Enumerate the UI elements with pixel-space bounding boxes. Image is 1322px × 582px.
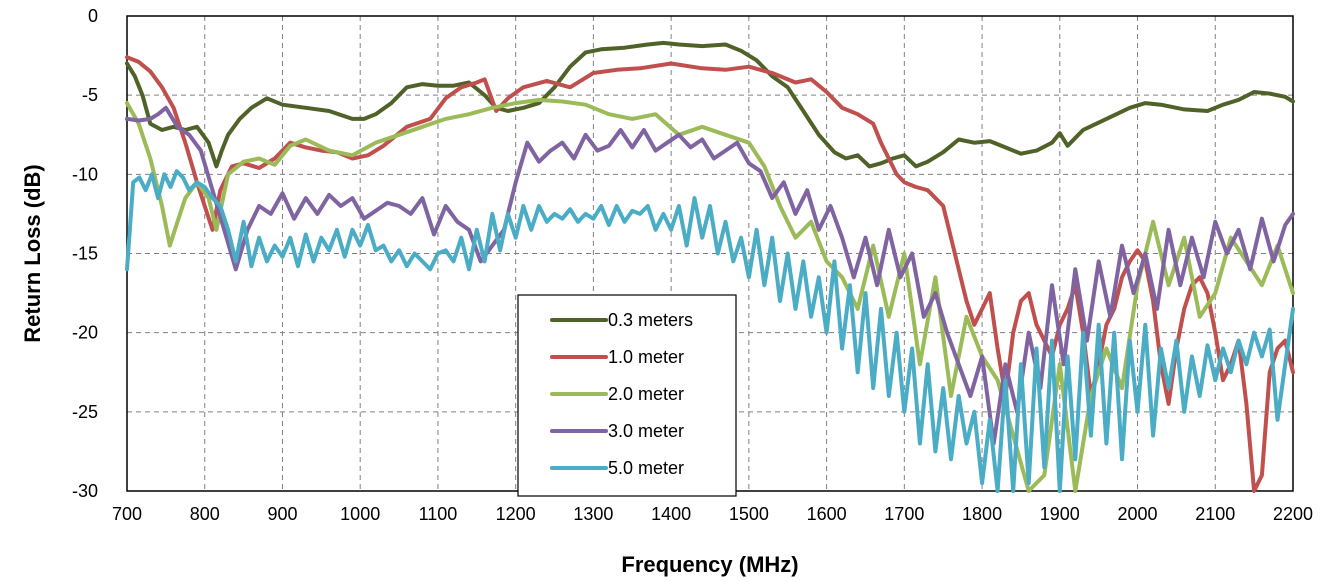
- x-tick-label: 1500: [729, 504, 769, 524]
- y-tick-label: 0: [88, 6, 98, 26]
- x-tick-label: 1000: [340, 504, 380, 524]
- legend-label: 5.0 meter: [608, 458, 684, 478]
- x-tick-label: 1400: [651, 504, 691, 524]
- y-tick-label: -20: [72, 323, 98, 343]
- x-tick-label: 800: [190, 504, 220, 524]
- series-lines: [125, 40, 1295, 493]
- x-tick-label: 900: [267, 504, 297, 524]
- x-axis-title: Frequency (MHz): [621, 552, 798, 577]
- x-tick-label: 2000: [1118, 504, 1158, 524]
- legend-label: 0.3 meters: [608, 310, 693, 330]
- x-tick-label: 2100: [1195, 504, 1235, 524]
- y-tick-label: -5: [82, 85, 98, 105]
- legend-label: 1.0 meter: [608, 347, 684, 367]
- x-tick-label: 700: [112, 504, 142, 524]
- x-tick-label: 1200: [496, 504, 536, 524]
- legend-label: 3.0 meter: [608, 421, 684, 441]
- series-line-3: [125, 97, 1295, 493]
- x-tick-label: 1300: [573, 504, 613, 524]
- series-line-2: [125, 55, 1295, 493]
- x-tick-label: 1100: [419, 504, 458, 524]
- x-tick-label: 1900: [1040, 504, 1080, 524]
- legend: 0.3 meters 1.0 meter 2.0 meter 3.0 meter 5.0…: [517, 294, 737, 497]
- series-line-4: [125, 105, 1295, 446]
- tick-labels: 700 800 900 1000 1100 1200 1300 1400 1500 1600 170…: [72, 6, 1313, 524]
- x-tick-label: 1800: [962, 504, 1002, 524]
- y-axis-title: Return Loss (dB): [20, 164, 45, 342]
- y-tick-label: -10: [72, 164, 98, 184]
- series-line-1: [125, 40, 1295, 169]
- y-tick-label: -15: [72, 244, 98, 264]
- y-tick-label: -30: [72, 481, 98, 501]
- legend-label: 2.0 meter: [608, 384, 684, 404]
- series-line-5: [125, 169, 1295, 493]
- x-tick-label: 2200: [1273, 504, 1313, 524]
- x-tick-label: 1600: [807, 504, 847, 524]
- x-tick-label: 1700: [884, 504, 924, 524]
- y-tick-label: -25: [72, 402, 98, 422]
